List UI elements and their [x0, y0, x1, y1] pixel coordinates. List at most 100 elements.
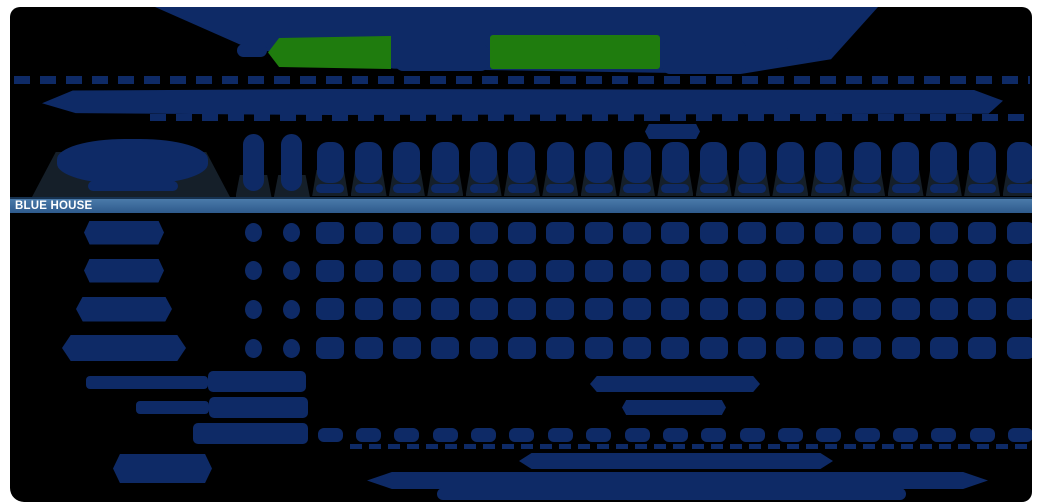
score-dot [283, 338, 301, 358]
column-header-subblob [661, 184, 690, 193]
nav-link-blob-2[interactable] [268, 36, 391, 69]
score-dot [469, 337, 498, 359]
score-dot [392, 259, 421, 282]
score-dot [929, 298, 958, 320]
score-dot [623, 221, 651, 244]
score-dot [699, 221, 728, 244]
house-row-label-blob [76, 296, 172, 322]
score-dot [469, 298, 498, 320]
score-dot [469, 259, 498, 282]
score-dot [507, 298, 536, 320]
summary-dot [317, 428, 343, 442]
page-title-blob [42, 89, 1003, 115]
score-dot [968, 337, 997, 359]
column-header-capsule [470, 142, 498, 183]
score-dot [814, 221, 843, 244]
score-dot [853, 298, 882, 320]
score-dot [245, 261, 262, 280]
score-dot [776, 259, 805, 282]
score-dot [699, 259, 728, 282]
column-header-subblob [546, 184, 575, 193]
column-header-capsule [930, 142, 958, 183]
column-header-subblob [699, 184, 728, 193]
score-dot [431, 298, 460, 320]
summary-dot [662, 428, 688, 442]
score-dot [354, 221, 383, 244]
score-dot [699, 298, 728, 320]
summary-line3-subtext-blob [350, 444, 1032, 449]
house-row-label-blob [62, 335, 186, 361]
score-dot [929, 337, 958, 359]
column-header-capsule [661, 142, 689, 183]
column-header-capsule [243, 134, 264, 191]
score-dot [853, 337, 882, 359]
score-dot [929, 259, 958, 282]
nav-link-blob-5[interactable] [662, 40, 746, 74]
score-dot [507, 337, 536, 359]
score-dot [316, 337, 345, 359]
score-dot [1006, 337, 1032, 359]
column-header-subblob [814, 184, 843, 193]
score-dot [776, 337, 805, 359]
subtitle-text-blob [150, 114, 1030, 121]
score-dot [1006, 298, 1032, 320]
score-dot [392, 221, 421, 244]
column-header-subblob [469, 184, 498, 193]
section-header-bar: BLUE HOUSE [10, 197, 1032, 213]
column-header-subblob [968, 184, 997, 193]
score-dot [431, 337, 460, 359]
column-header-capsule [585, 142, 613, 183]
column-header-subblob [392, 184, 421, 193]
score-dot [968, 259, 997, 282]
footer-badge-blob [113, 454, 212, 483]
column-header-capsule [853, 142, 881, 183]
score-dot [584, 337, 613, 359]
score-dot [968, 298, 997, 320]
score-dot [354, 298, 383, 320]
column-header-capsule [623, 142, 651, 183]
column-header-subblob [354, 184, 383, 193]
nav-link-blob-6[interactable] [786, 38, 820, 51]
score-dot [283, 261, 301, 280]
summary-dot [624, 428, 650, 442]
score-dot [661, 221, 690, 244]
column-header-capsule [355, 142, 383, 183]
score-dot [431, 221, 460, 244]
column-header-subblob [891, 184, 920, 193]
nav-link-blob-4[interactable] [490, 35, 660, 69]
row-header-subtext-blob [88, 181, 178, 191]
summary-line1-value-blob [208, 371, 306, 392]
column-header-capsule [738, 142, 766, 183]
score-dot [546, 259, 575, 282]
nav-link-blob-1[interactable] [237, 44, 267, 57]
house-row-label-blob [84, 220, 164, 245]
score-dot [354, 259, 383, 282]
score-dot [245, 299, 262, 319]
summary-dot [931, 428, 957, 442]
score-dot [699, 337, 728, 359]
score-dot [891, 337, 920, 359]
score-dot [891, 298, 920, 320]
nav-link-blob-3[interactable] [395, 44, 489, 71]
score-dot [584, 298, 613, 320]
column-header-subblob [929, 184, 958, 193]
score-dot [929, 221, 958, 244]
score-dot [283, 223, 301, 242]
content-panel: BLUE HOUSE [10, 7, 1032, 502]
score-dot [316, 298, 345, 320]
column-header-capsule [393, 142, 421, 183]
column-header-capsule [508, 142, 536, 183]
summary-dot [777, 428, 803, 442]
score-dot [891, 221, 920, 244]
row-header-label-blob [57, 139, 208, 184]
score-dot [392, 337, 421, 359]
summary-dot [356, 428, 382, 442]
score-dot [392, 298, 421, 320]
column-header-capsule [316, 142, 344, 183]
score-dot [283, 299, 301, 319]
column-header-capsule [1007, 142, 1032, 183]
score-dot [507, 221, 536, 244]
column-note-blob [645, 124, 700, 139]
column-header-capsule [968, 142, 996, 183]
score-dot [853, 259, 882, 282]
